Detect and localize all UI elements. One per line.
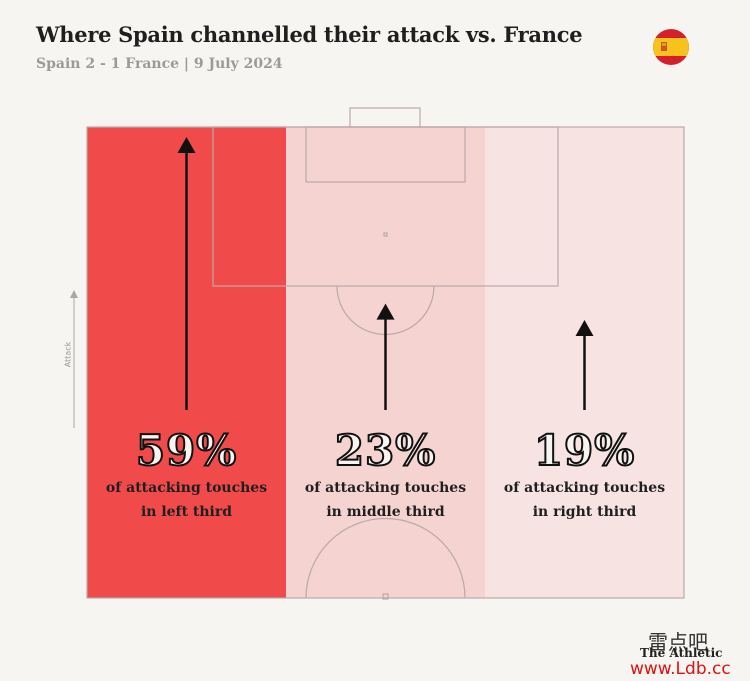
- watermark-url: www.Ldb.cc: [630, 659, 731, 679]
- data-label-zone: in middle third: [326, 504, 445, 520]
- penalty-spot: [383, 232, 388, 237]
- data-label-description: of attacking touches: [105, 480, 268, 496]
- data-label-zone: in left third: [140, 504, 233, 520]
- attack-direction-arrow: [70, 290, 78, 428]
- data-label-percent: 23%: [334, 426, 437, 475]
- data-label-description: of attacking touches: [304, 480, 467, 496]
- arrow-middle-third: [376, 303, 395, 410]
- spain-flag-icon: [653, 29, 689, 65]
- data-label-percent: 59%: [135, 426, 238, 475]
- centre-spot: [382, 593, 389, 600]
- attack-axis-label: Attack: [63, 341, 73, 368]
- pitch-chart: [86, 107, 685, 600]
- data-label-zone: in right third: [532, 504, 637, 520]
- centre-circle: [305, 517, 466, 599]
- arrow-right-third: [575, 320, 594, 410]
- chart-subtitle: Spain 2 - 1 France | 9 July 2024: [36, 56, 283, 72]
- goal: [349, 107, 421, 128]
- stat-middle-third: 23% of attacking touches in middle third: [288, 426, 484, 524]
- data-label-description: of attacking touches: [503, 480, 666, 496]
- chart-title: Where Spain channelled their attack vs. …: [36, 22, 583, 47]
- arrow-left-third: [177, 137, 196, 410]
- watermark-chinese: 雷点吧: [648, 630, 708, 654]
- stat-right-third: 19% of attacking touches in right third: [487, 426, 683, 524]
- stat-left-third: 59% of attacking touches in left third: [89, 426, 285, 524]
- the-athletic-logo: The Athletic: [640, 646, 723, 660]
- data-label-percent: 19%: [533, 426, 636, 475]
